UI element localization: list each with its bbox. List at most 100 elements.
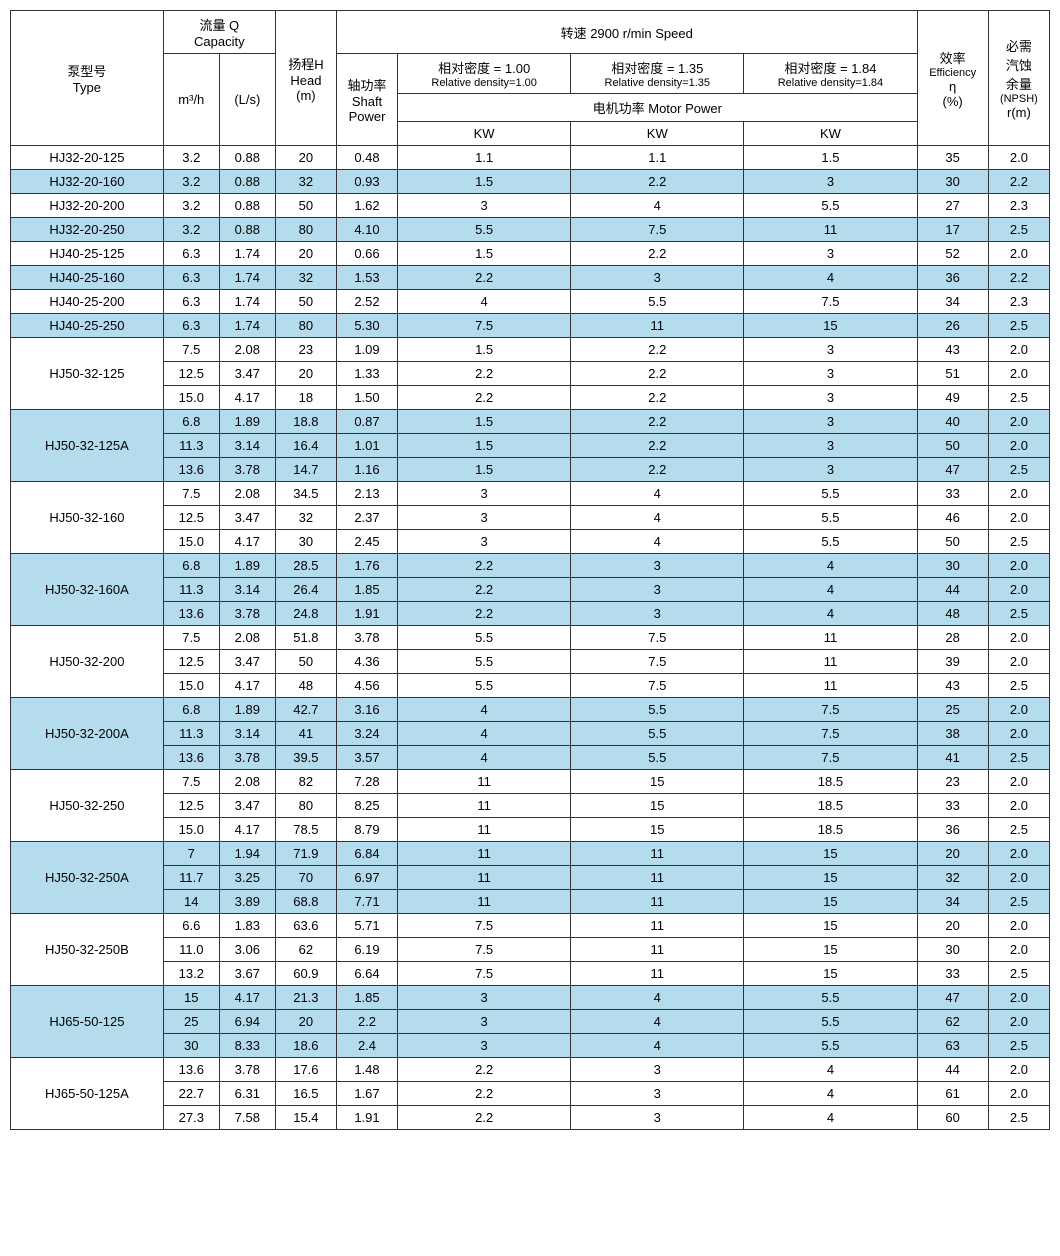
- table-row: HJ40-25-2506.31.74805.307.51115262.5: [11, 314, 1050, 338]
- cell-kw3: 11: [744, 626, 917, 650]
- cell-npsh: 2.0: [988, 362, 1049, 386]
- cell-kw2: 11: [571, 914, 744, 938]
- cell-m3h: 11.3: [163, 722, 219, 746]
- cell-kw2: 2.2: [571, 362, 744, 386]
- cell-npsh: 2.0: [988, 794, 1049, 818]
- cell-eff: 50: [917, 434, 988, 458]
- cell-kw1: 1.5: [398, 410, 571, 434]
- cell-ls: 4.17: [219, 674, 275, 698]
- cell-npsh: 2.0: [988, 1058, 1049, 1082]
- cell-kw3: 3: [744, 338, 917, 362]
- cell-head: 26.4: [275, 578, 336, 602]
- cell-m3h: 15.0: [163, 386, 219, 410]
- table-row: 256.94202.2345.5622.0: [11, 1010, 1050, 1034]
- cell-kw1: 1.5: [398, 170, 571, 194]
- cell-kw1: 5.5: [398, 650, 571, 674]
- cell-npsh: 2.0: [988, 242, 1049, 266]
- cell-npsh: 2.0: [988, 866, 1049, 890]
- cell-ls: 3.47: [219, 794, 275, 818]
- cell-shaft: 1.50: [336, 386, 397, 410]
- cell-eff: 48: [917, 602, 988, 626]
- cell-kw3: 5.5: [744, 482, 917, 506]
- cell-kw3: 15: [744, 890, 917, 914]
- cell-kw3: 5.5: [744, 530, 917, 554]
- cell-shaft: 1.53: [336, 266, 397, 290]
- cell-npsh: 2.0: [988, 506, 1049, 530]
- cell-kw1: 3: [398, 530, 571, 554]
- cell-kw1: 2.2: [398, 266, 571, 290]
- cell-type: HJ32-20-250: [11, 218, 164, 242]
- cell-kw3: 5.5: [744, 986, 917, 1010]
- cell-ls: 4.17: [219, 986, 275, 1010]
- cell-head: 78.5: [275, 818, 336, 842]
- cell-kw3: 18.5: [744, 794, 917, 818]
- cell-kw1: 1.1: [398, 146, 571, 170]
- header-motor-power: 电机功率 Motor Power: [398, 94, 917, 122]
- cell-head: 51.8: [275, 626, 336, 650]
- cell-kw1: 7.5: [398, 314, 571, 338]
- cell-m3h: 6.3: [163, 290, 219, 314]
- table-row: 11.33.14413.2445.57.5382.0: [11, 722, 1050, 746]
- cell-npsh: 2.0: [988, 770, 1049, 794]
- cell-kw2: 11: [571, 866, 744, 890]
- cell-kw1: 5.5: [398, 218, 571, 242]
- cell-shaft: 5.30: [336, 314, 397, 338]
- cell-shaft: 6.64: [336, 962, 397, 986]
- cell-kw3: 1.5: [744, 146, 917, 170]
- cell-m3h: 13.6: [163, 458, 219, 482]
- cell-eff: 30: [917, 170, 988, 194]
- cell-m3h: 6.6: [163, 914, 219, 938]
- header-kw-2: KW: [571, 122, 744, 146]
- cell-head: 32: [275, 170, 336, 194]
- cell-head: 80: [275, 794, 336, 818]
- cell-kw3: 4: [744, 1082, 917, 1106]
- cell-m3h: 6.3: [163, 266, 219, 290]
- cell-ls: 2.08: [219, 770, 275, 794]
- cell-head: 70: [275, 866, 336, 890]
- cell-kw2: 5.5: [571, 698, 744, 722]
- cell-m3h: 13.2: [163, 962, 219, 986]
- cell-kw3: 3: [744, 410, 917, 434]
- cell-m3h: 15: [163, 986, 219, 1010]
- cell-ls: 8.33: [219, 1034, 275, 1058]
- cell-kw3: 5.5: [744, 194, 917, 218]
- cell-kw1: 5.5: [398, 674, 571, 698]
- cell-type: HJ50-32-125A: [11, 410, 164, 482]
- cell-shaft: 4.36: [336, 650, 397, 674]
- cell-kw3: 4: [744, 554, 917, 578]
- cell-head: 62: [275, 938, 336, 962]
- cell-kw3: 3: [744, 362, 917, 386]
- cell-kw2: 5.5: [571, 290, 744, 314]
- table-row: 13.63.7814.71.161.52.23472.5: [11, 458, 1050, 482]
- header-ls: (L/s): [219, 54, 275, 146]
- cell-shaft: 1.91: [336, 1106, 397, 1130]
- cell-npsh: 2.0: [988, 650, 1049, 674]
- cell-kw1: 1.5: [398, 338, 571, 362]
- table-row: 12.53.47808.25111518.5332.0: [11, 794, 1050, 818]
- cell-shaft: 0.66: [336, 242, 397, 266]
- table-row: HJ40-25-1256.31.74200.661.52.23522.0: [11, 242, 1050, 266]
- cell-kw3: 7.5: [744, 698, 917, 722]
- header-type: 泵型号 Type: [11, 11, 164, 146]
- cell-kw2: 2.2: [571, 170, 744, 194]
- cell-npsh: 2.5: [988, 674, 1049, 698]
- cell-eff: 20: [917, 914, 988, 938]
- cell-kw1: 3: [398, 506, 571, 530]
- cell-head: 34.5: [275, 482, 336, 506]
- cell-eff: 43: [917, 674, 988, 698]
- cell-shaft: 2.2: [336, 1010, 397, 1034]
- cell-shaft: 1.76: [336, 554, 397, 578]
- cell-eff: 32: [917, 866, 988, 890]
- table-row: HJ50-32-250A71.9471.96.84111115202.0: [11, 842, 1050, 866]
- cell-eff: 51: [917, 362, 988, 386]
- cell-npsh: 2.5: [988, 314, 1049, 338]
- cell-type: HJ40-25-200: [11, 290, 164, 314]
- cell-kw1: 3: [398, 1034, 571, 1058]
- cell-eff: 47: [917, 458, 988, 482]
- cell-ls: 7.58: [219, 1106, 275, 1130]
- cell-ls: 3.47: [219, 506, 275, 530]
- cell-type: HJ65-50-125: [11, 986, 164, 1058]
- cell-kw3: 4: [744, 602, 917, 626]
- cell-m3h: 12.5: [163, 794, 219, 818]
- cell-kw1: 3: [398, 986, 571, 1010]
